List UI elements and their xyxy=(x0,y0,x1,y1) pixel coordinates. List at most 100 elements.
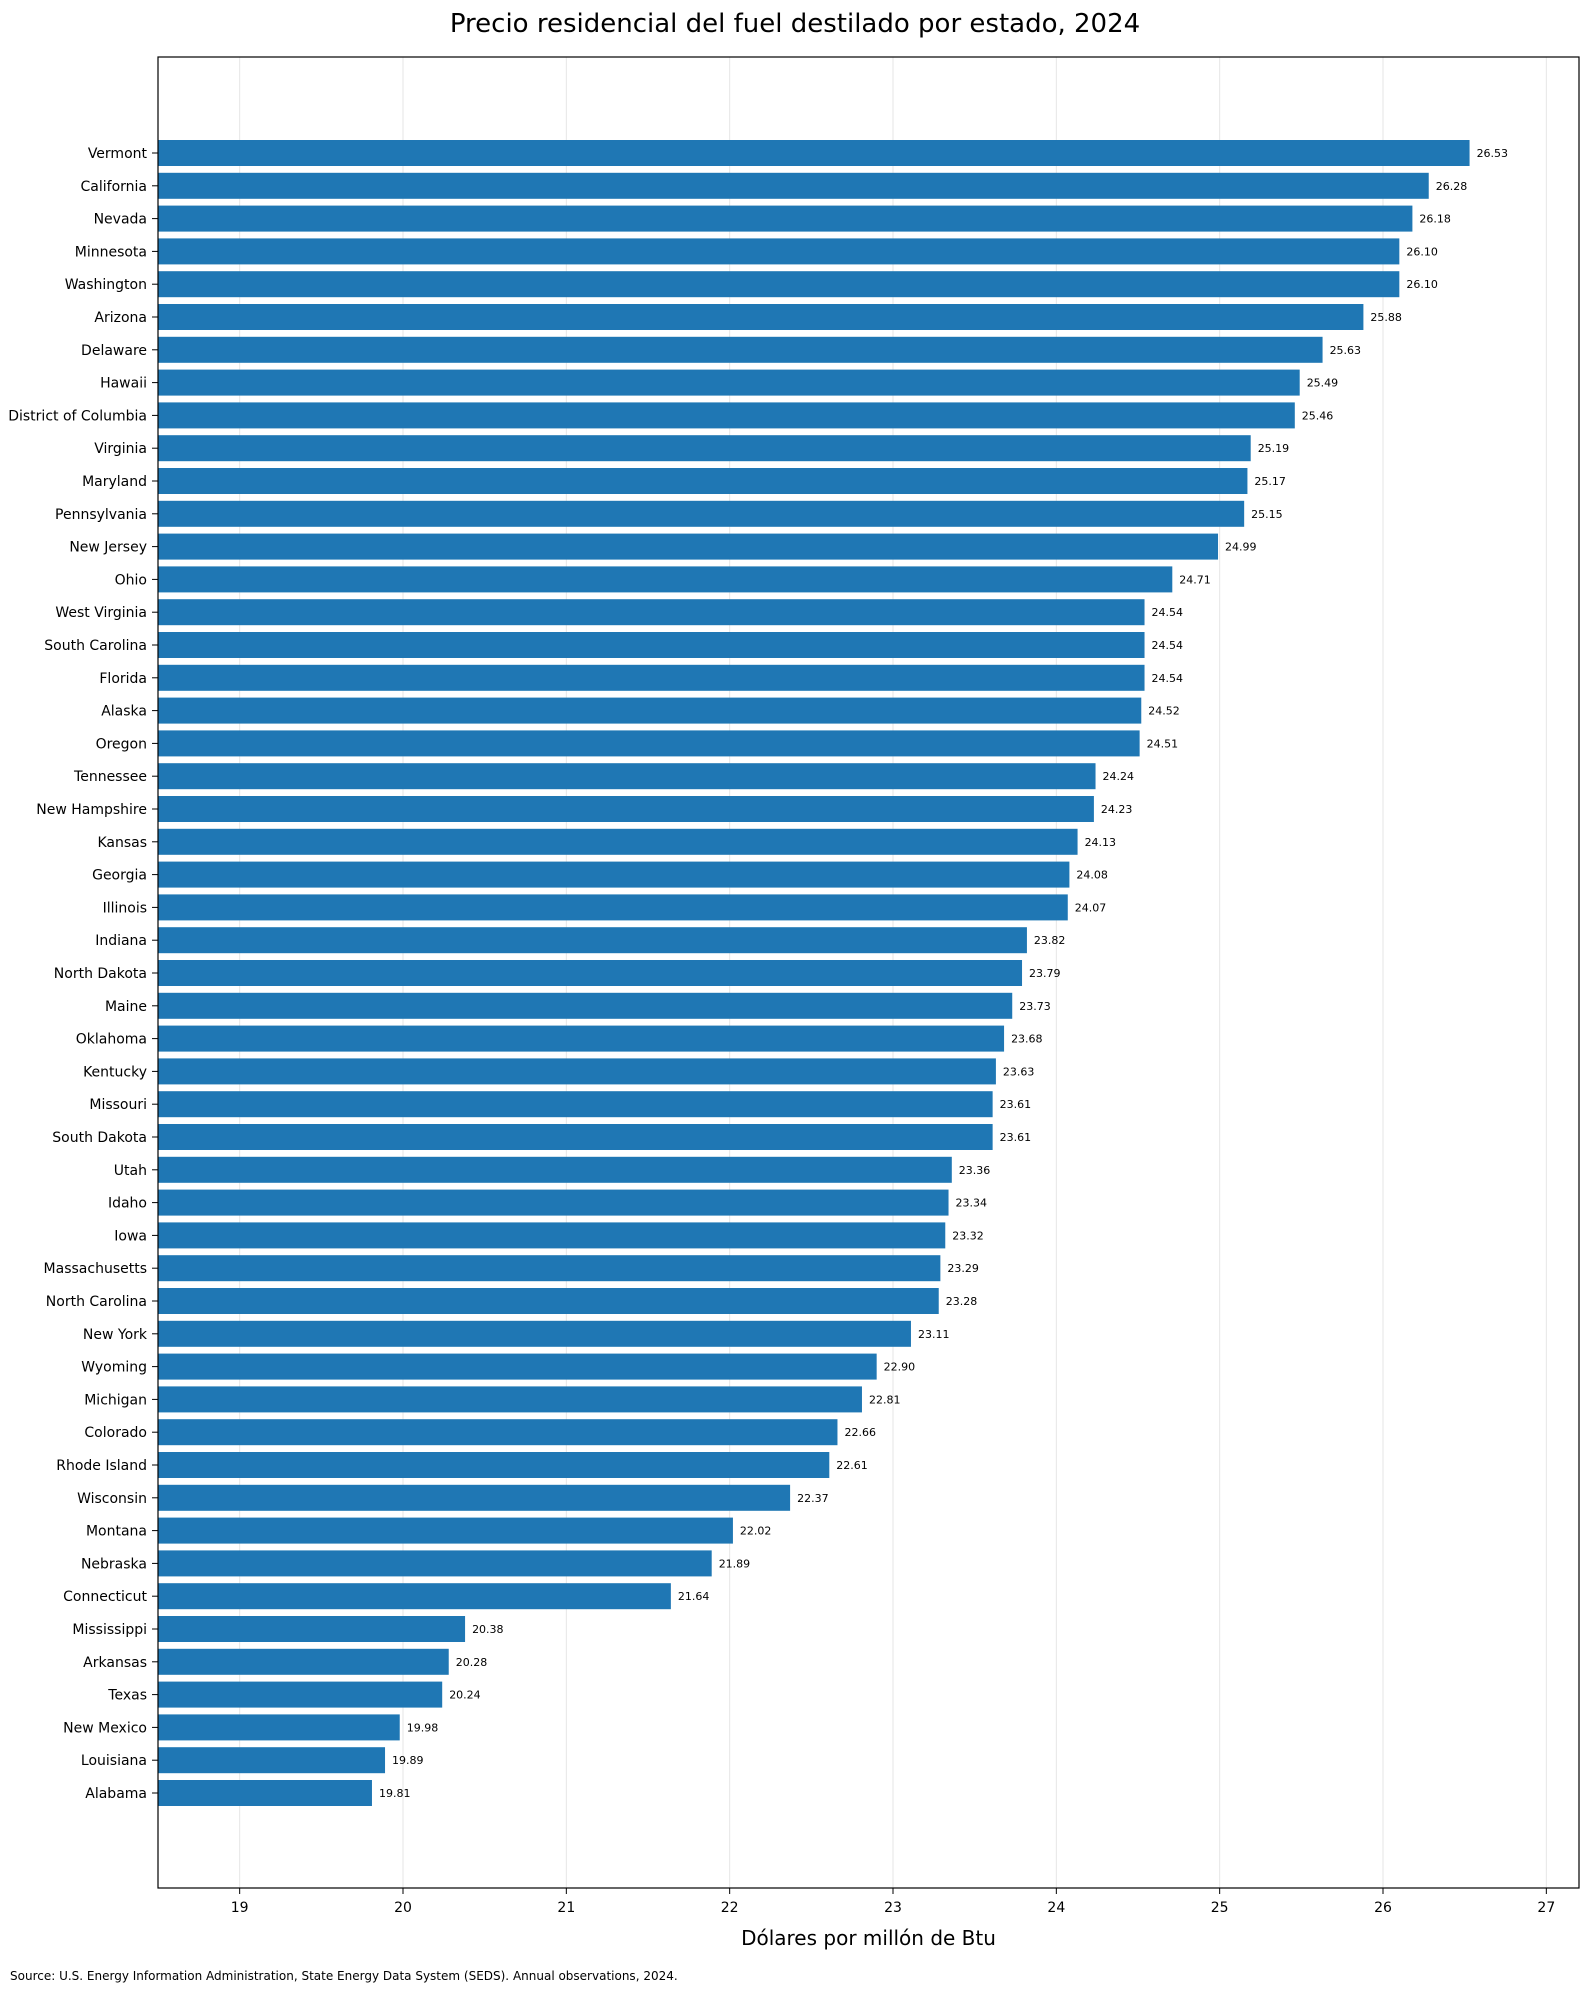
bar-value-label: 20.38 xyxy=(472,1623,504,1636)
category-label: Illinois xyxy=(103,900,147,916)
bars xyxy=(158,140,1470,1806)
category-label: New Jersey xyxy=(69,540,147,556)
bar-value-label: 19.81 xyxy=(379,1787,411,1800)
category-label: Kentucky xyxy=(83,1064,147,1080)
category-label: North Carolina xyxy=(46,1294,147,1310)
bar xyxy=(158,1714,400,1741)
x-tick-label: 19 xyxy=(231,1900,249,1916)
category-label: Connecticut xyxy=(63,1589,147,1605)
bar-value-label: 22.37 xyxy=(797,1492,829,1505)
bar-value-label: 24.23 xyxy=(1101,803,1133,816)
category-label: Virginia xyxy=(94,441,147,457)
bar xyxy=(158,730,1140,757)
x-tick-label: 23 xyxy=(884,1900,902,1916)
bar-value-label: 23.61 xyxy=(1000,1131,1031,1144)
bar-value-label: 20.24 xyxy=(449,1689,481,1702)
bar-value-label: 25.15 xyxy=(1251,508,1283,521)
bar xyxy=(158,1222,946,1249)
bar-value-label: 22.61 xyxy=(836,1459,868,1472)
category-label: California xyxy=(81,179,147,195)
category-labels: Vermont California Nevada Minnesota Washingt… xyxy=(8,146,158,1802)
category-label: Maryland xyxy=(82,474,147,490)
bar-value-label: 19.89 xyxy=(392,1754,424,1767)
bar xyxy=(158,1681,443,1708)
bar-value-label: 26.28 xyxy=(1436,180,1468,193)
bar xyxy=(158,468,1248,494)
category-label: Mississippi xyxy=(72,1622,147,1638)
category-label: Texas xyxy=(107,1688,147,1704)
bar xyxy=(158,1780,372,1806)
bar-value-label: 26.10 xyxy=(1406,245,1438,258)
x-tick-label: 21 xyxy=(557,1900,575,1916)
x-tick-label: 25 xyxy=(1211,1900,1229,1916)
bar xyxy=(158,1747,386,1774)
category-label: Ohio xyxy=(115,572,147,588)
bar xyxy=(158,369,1300,396)
bar-value-label: 23.28 xyxy=(946,1295,978,1308)
bar xyxy=(158,894,1068,921)
bar-value-label: 22.66 xyxy=(844,1426,876,1439)
bar-value-label: 22.90 xyxy=(884,1361,916,1374)
category-label: New Mexico xyxy=(63,1720,147,1736)
bar xyxy=(158,1189,949,1216)
category-label: South Dakota xyxy=(52,1130,147,1146)
bar-value-label: 23.63 xyxy=(1003,1065,1035,1078)
bar-value-label: 24.07 xyxy=(1075,901,1107,914)
bar-value-label: 23.32 xyxy=(952,1229,984,1242)
bar-value-label: 19.98 xyxy=(407,1721,439,1734)
category-label: Oregon xyxy=(96,736,147,752)
x-tick-label: 20 xyxy=(394,1900,412,1916)
category-label: Nebraska xyxy=(81,1556,147,1572)
category-label: Maine xyxy=(105,999,147,1015)
category-label: Idaho xyxy=(108,1196,147,1212)
bar-value-label: 23.11 xyxy=(918,1328,950,1341)
bar-value-label: 23.34 xyxy=(956,1197,988,1210)
category-label: North Dakota xyxy=(54,966,147,982)
x-axis-ticks: 19 20 21 22 23 24 25 26 27 xyxy=(231,1888,1555,1916)
category-label: Nevada xyxy=(94,212,147,228)
bar-value-label: 21.64 xyxy=(678,1590,710,1603)
bar xyxy=(158,828,1078,855)
bar xyxy=(158,1025,1005,1052)
bar xyxy=(158,861,1070,888)
bar xyxy=(158,1583,671,1610)
bar xyxy=(158,1288,939,1314)
category-label: New Hampshire xyxy=(36,802,147,818)
category-label: Utah xyxy=(114,1163,147,1179)
bar-value-label: 24.08 xyxy=(1076,869,1108,882)
bar xyxy=(158,697,1142,724)
bar-value-label: 23.73 xyxy=(1019,1000,1051,1013)
bar xyxy=(158,271,1400,298)
bar-value-label: 24.71 xyxy=(1179,573,1211,586)
bar xyxy=(158,402,1295,429)
category-label: Kansas xyxy=(97,835,147,851)
bar xyxy=(158,533,1219,560)
bar xyxy=(158,304,1364,330)
x-axis-label: Dólares por millón de Btu xyxy=(741,1926,996,1950)
bar-value-label: 26.53 xyxy=(1477,147,1509,160)
category-label: Oklahoma xyxy=(76,1032,147,1048)
bar xyxy=(158,500,1245,527)
x-tick-label: 24 xyxy=(1047,1900,1065,1916)
bar xyxy=(158,1353,877,1380)
bar-value-label: 24.99 xyxy=(1225,541,1257,554)
category-label: Arkansas xyxy=(83,1655,147,1671)
bar xyxy=(158,992,1013,1019)
category-label: New York xyxy=(83,1327,148,1343)
category-label: Alaska xyxy=(101,704,147,720)
category-label: Minnesota xyxy=(75,244,147,260)
bar-value-label: 25.46 xyxy=(1302,409,1334,422)
bar-value-label: 25.17 xyxy=(1254,475,1286,488)
category-label: Pennsylvania xyxy=(55,507,147,523)
category-label: Hawaii xyxy=(100,376,147,392)
plot-frame xyxy=(157,56,1580,1889)
category-label: Washington xyxy=(65,277,147,293)
bar xyxy=(158,1616,466,1642)
bar xyxy=(158,1517,733,1544)
bar xyxy=(158,632,1145,658)
bar-value-label: 24.51 xyxy=(1147,737,1179,750)
category-label: Delaware xyxy=(81,343,147,359)
bar-value-label: 25.63 xyxy=(1330,344,1362,357)
bar-value-label: 22.81 xyxy=(869,1393,901,1406)
bar-value-label: 24.24 xyxy=(1103,770,1135,783)
